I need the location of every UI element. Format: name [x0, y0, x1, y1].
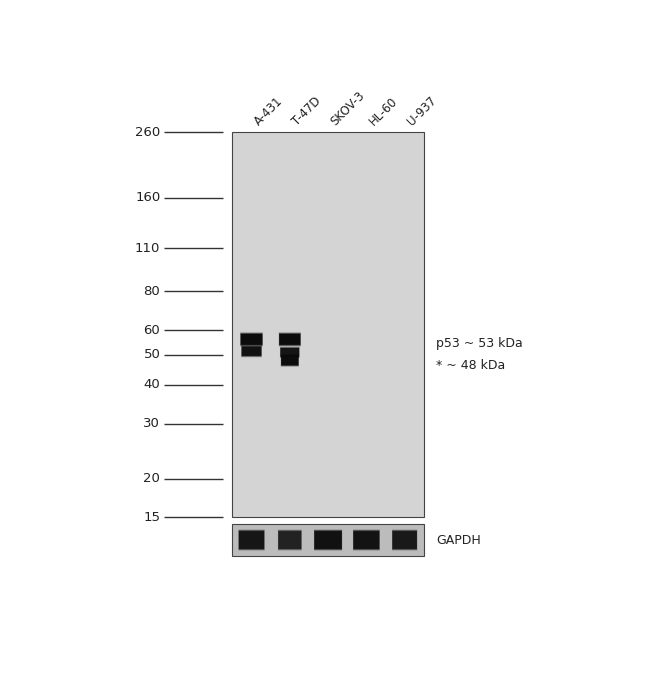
Text: A-431: A-431 — [252, 94, 285, 128]
FancyBboxPatch shape — [353, 530, 380, 550]
FancyBboxPatch shape — [281, 355, 298, 365]
Text: 15: 15 — [144, 511, 161, 524]
FancyBboxPatch shape — [279, 334, 300, 345]
FancyBboxPatch shape — [279, 332, 301, 347]
FancyBboxPatch shape — [281, 355, 298, 366]
Text: 30: 30 — [144, 417, 161, 430]
FancyBboxPatch shape — [281, 355, 298, 366]
FancyBboxPatch shape — [241, 345, 262, 358]
FancyBboxPatch shape — [354, 530, 380, 550]
FancyBboxPatch shape — [242, 347, 261, 356]
FancyBboxPatch shape — [242, 346, 261, 356]
FancyBboxPatch shape — [392, 530, 417, 550]
FancyBboxPatch shape — [281, 354, 299, 366]
FancyBboxPatch shape — [240, 332, 263, 347]
FancyBboxPatch shape — [241, 345, 262, 358]
FancyBboxPatch shape — [279, 332, 301, 347]
FancyBboxPatch shape — [280, 334, 300, 345]
FancyBboxPatch shape — [278, 529, 302, 550]
FancyBboxPatch shape — [314, 529, 342, 550]
Text: T-47D: T-47D — [290, 94, 324, 128]
FancyBboxPatch shape — [315, 530, 342, 550]
Text: GAPDH: GAPDH — [436, 533, 481, 547]
FancyBboxPatch shape — [241, 346, 261, 357]
FancyBboxPatch shape — [240, 332, 263, 347]
Text: p53 ~ 53 kDa: p53 ~ 53 kDa — [436, 337, 523, 350]
FancyBboxPatch shape — [280, 346, 300, 358]
Bar — [233, 132, 424, 518]
FancyBboxPatch shape — [241, 334, 262, 345]
FancyBboxPatch shape — [278, 530, 302, 550]
FancyBboxPatch shape — [393, 530, 417, 550]
FancyBboxPatch shape — [239, 531, 264, 549]
Text: 110: 110 — [135, 242, 161, 255]
Text: U-937: U-937 — [405, 94, 439, 128]
FancyBboxPatch shape — [281, 353, 299, 367]
FancyBboxPatch shape — [279, 333, 301, 346]
FancyBboxPatch shape — [239, 530, 265, 550]
Text: 20: 20 — [144, 472, 161, 485]
FancyBboxPatch shape — [280, 347, 300, 358]
Bar — [233, 524, 424, 556]
Text: 160: 160 — [135, 191, 161, 204]
FancyBboxPatch shape — [280, 347, 299, 357]
Text: 40: 40 — [144, 379, 161, 392]
FancyBboxPatch shape — [240, 334, 263, 345]
FancyBboxPatch shape — [314, 529, 343, 551]
FancyBboxPatch shape — [278, 530, 302, 550]
Text: 60: 60 — [144, 323, 161, 336]
FancyBboxPatch shape — [393, 531, 417, 549]
FancyBboxPatch shape — [354, 531, 380, 549]
FancyBboxPatch shape — [278, 531, 302, 549]
Text: 260: 260 — [135, 125, 161, 138]
Text: 50: 50 — [144, 348, 161, 362]
Text: HL-60: HL-60 — [367, 95, 400, 128]
FancyBboxPatch shape — [353, 529, 380, 550]
FancyBboxPatch shape — [280, 347, 300, 358]
FancyBboxPatch shape — [240, 333, 263, 346]
Text: * ~ 48 kDa: * ~ 48 kDa — [436, 359, 506, 373]
FancyBboxPatch shape — [239, 529, 265, 550]
FancyBboxPatch shape — [353, 529, 380, 551]
FancyBboxPatch shape — [239, 530, 265, 550]
FancyBboxPatch shape — [314, 530, 342, 550]
FancyBboxPatch shape — [281, 348, 299, 357]
FancyBboxPatch shape — [315, 531, 342, 549]
Text: 80: 80 — [144, 285, 161, 298]
FancyBboxPatch shape — [392, 529, 417, 550]
Text: SKOV-3: SKOV-3 — [328, 89, 367, 128]
